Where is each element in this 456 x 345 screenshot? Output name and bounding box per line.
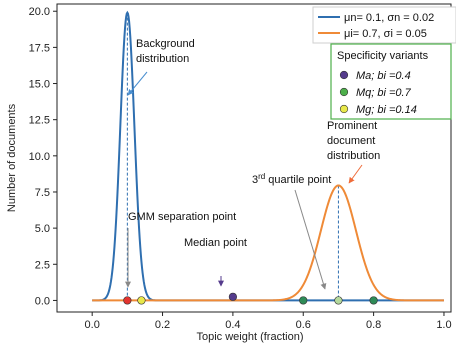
y-tick-label: 10.0 xyxy=(29,151,50,163)
peak-guide-lines xyxy=(126,12,339,301)
y-tick-label: 12.5 xyxy=(29,115,50,127)
y-axis-ticks: 0.0 2.5 5.0 7.5 10.0 12.5 15.0 17.5 20.0 xyxy=(29,6,57,307)
specificity-title: Specificity variants xyxy=(337,50,429,62)
annotation-prominent-arrow xyxy=(348,164,363,184)
y-tick-label: 5.0 xyxy=(35,223,50,235)
data-point xyxy=(137,296,146,305)
annotation-prominent-line3: distribution xyxy=(327,150,380,162)
prominent-distribution-curve xyxy=(92,184,444,302)
data-point xyxy=(334,296,343,305)
x-tick-label: 0.6 xyxy=(296,319,311,331)
data-point xyxy=(228,292,237,301)
specificity-variants-box: Specificity variants Ma; bi =0.4 Mq; bi … xyxy=(330,43,452,120)
x-axis-label: Topic weight (fraction) xyxy=(197,331,304,343)
plot-frame xyxy=(56,3,452,313)
y-tick-label: 2.5 xyxy=(35,259,50,271)
legend-label-background: μn= 0.1, σn = 0.02 xyxy=(344,12,434,24)
specificity-box-border xyxy=(330,43,452,120)
specificity-dot-mq xyxy=(339,87,349,97)
annotation-background-line1: Background xyxy=(136,38,195,50)
legend-label-prominent: μi= 0.7, σi = 0.05 xyxy=(344,28,427,40)
y-tick-label: 7.5 xyxy=(35,187,50,199)
distribution-curves xyxy=(92,10,444,302)
annotation-gmm: GMM separation point xyxy=(128,211,236,223)
specificity-dot-mg xyxy=(339,104,349,114)
specificity-label-mq: Mq; bi =0.7 xyxy=(356,87,412,99)
x-tick-label: 0.8 xyxy=(366,319,381,331)
legend: μn= 0.1, σn = 0.02 μi= 0.7, σi = 0.05 xyxy=(312,6,456,44)
data-point xyxy=(369,296,378,305)
specificity-label-ma: Ma; bi =0.4 xyxy=(356,70,411,82)
y-tick-label: 15.0 xyxy=(29,79,50,91)
y-tick-label: 20.0 xyxy=(29,6,50,18)
y-tick-label: 0.0 xyxy=(35,295,50,307)
data-point xyxy=(299,296,308,305)
legend-box xyxy=(312,6,456,44)
x-tick-label: 0.2 xyxy=(155,319,170,331)
annotation-quartile: 3rd quartile point xyxy=(252,172,331,186)
annotation-background-arrow xyxy=(127,71,148,96)
x-axis-ticks: 0.0 0.2 0.4 0.6 0.8 1.0 xyxy=(85,312,452,331)
x-tick-label: 1.0 xyxy=(436,319,451,331)
annotation-median: Median point xyxy=(184,237,247,249)
y-axis-label: Number of documents xyxy=(6,103,18,212)
specificity-dot-ma xyxy=(339,70,349,80)
annotation-quartile-arrow xyxy=(294,189,327,290)
specificity-label-mg: Mg; bi =0.14 xyxy=(356,104,417,116)
marker-points xyxy=(123,292,378,305)
data-point xyxy=(123,296,132,305)
annotation-background-line2: distribution xyxy=(136,53,189,65)
x-tick-label: 0.4 xyxy=(225,319,240,331)
y-tick-label: 17.5 xyxy=(29,42,50,54)
x-tick-label: 0.0 xyxy=(85,319,100,331)
annotation-prominent-line2: document xyxy=(327,135,375,147)
annotation-prominent-line1: Prominent xyxy=(327,120,377,132)
